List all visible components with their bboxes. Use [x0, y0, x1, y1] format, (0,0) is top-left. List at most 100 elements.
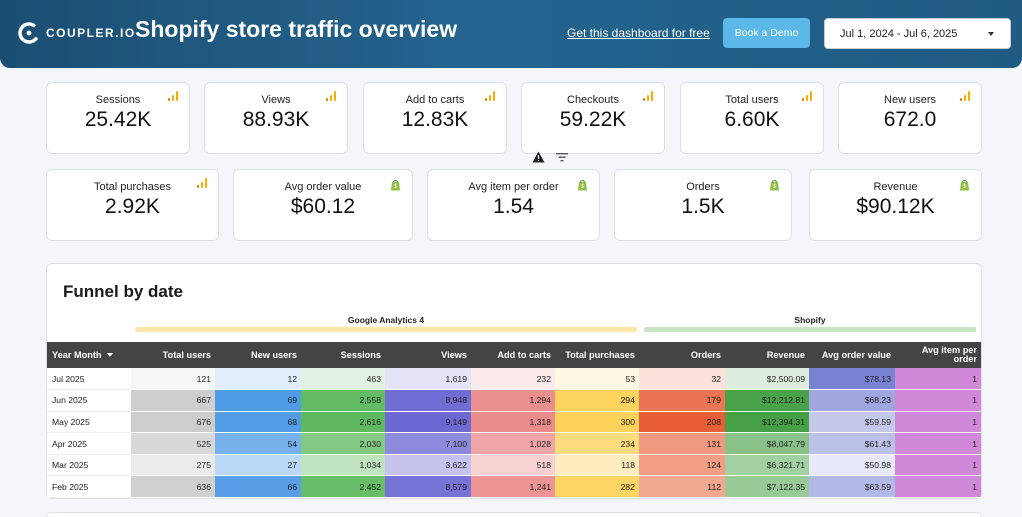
table-cell: 9,149: [385, 411, 471, 434]
column-header[interactable]: Views: [385, 342, 471, 368]
table-cell: 53: [555, 368, 639, 391]
kpi-label: Orders: [686, 181, 720, 193]
coupler-logo[interactable]: COUPLER.IO: [18, 20, 136, 46]
table-cell: 518: [471, 454, 555, 477]
table-cell: 2,616: [301, 411, 385, 434]
table-cell: 121: [131, 368, 215, 391]
column-header[interactable]: Sessions: [301, 342, 385, 368]
kpi-card-new-users: New users 672.0: [838, 82, 982, 154]
google-analytics-icon: [485, 91, 495, 101]
next-panel: [46, 512, 982, 517]
kpi-value: 2.92K: [105, 195, 160, 218]
table-row[interactable]: Feb 2025 636 66 2,452 8,579 1,241 282 112 $7,122…: [47, 475, 981, 499]
table-cell: Jul 2025: [47, 368, 131, 391]
table-row[interactable]: Jul 2025 121 12 463 1,619 232 53 32 $2,500.09 $78…: [47, 368, 981, 391]
table-cell: 2,452: [301, 475, 385, 499]
table-row[interactable]: Jun 2025 667 69 2,558 8,948 1,294 294 179 $12,21…: [47, 389, 981, 412]
group-label-shopify: Shopify: [794, 315, 826, 325]
table-cell: 54: [215, 432, 301, 455]
table-cell: $8,047.79: [725, 432, 809, 455]
table-row[interactable]: Mar 2025 275 27 1,034 3,622 518 118 124 $6,321.7…: [47, 454, 981, 477]
column-header-label: Total purchases: [565, 349, 635, 360]
table-cell: $50.98: [809, 454, 895, 477]
kpi-value: 1.5K: [681, 195, 725, 218]
column-header-label: New users: [251, 349, 297, 360]
column-header-label: Orders: [690, 349, 721, 360]
group-label-ga: Google Analytics 4: [347, 315, 425, 325]
filter-icon[interactable]: [556, 152, 568, 162]
table-cell: 69: [215, 389, 301, 412]
table-cell: 463: [301, 368, 385, 391]
source-badge: [960, 91, 970, 101]
table-cell: $2,500.09: [725, 368, 809, 391]
table-cell: $59.59: [809, 411, 895, 434]
table-cell: 2,558: [301, 389, 385, 412]
column-header-label: Year Month: [52, 349, 102, 360]
source-badge: [769, 178, 780, 196]
shopify-icon: [960, 179, 969, 191]
table-cell: 124: [639, 454, 725, 477]
column-header[interactable]: Add to carts: [471, 342, 555, 368]
caret-down-icon: [988, 32, 994, 36]
source-badge: [643, 91, 653, 101]
column-header[interactable]: New users: [215, 342, 301, 368]
table-cell: 66: [215, 475, 301, 499]
date-range-picker[interactable]: Jul 1, 2024 - Jul 6, 2025: [824, 18, 1011, 49]
table-cell: 27: [215, 454, 301, 477]
funnel-panel: Funnel by date Google Analytics 4 Shopif…: [46, 263, 982, 499]
kpi-value: 6.60K: [724, 108, 780, 131]
kpi-card-revenue: Revenue $90.12K: [809, 169, 982, 241]
table-header-row: Year Month Total users New users Sessions Vi…: [47, 342, 981, 368]
column-header[interactable]: Revenue: [725, 342, 809, 368]
table-cell: 1,034: [301, 454, 385, 477]
sort-desc-icon[interactable]: [106, 353, 113, 358]
column-header-label: Views: [441, 349, 467, 360]
source-badge: [802, 91, 812, 101]
kpi-card-checkouts: Checkouts 59.22K: [521, 82, 665, 154]
column-header[interactable]: Avg order value: [809, 342, 895, 368]
kpi-value: 12.83K: [401, 108, 469, 131]
kpi-card-orders: Orders 1.5K: [614, 169, 792, 241]
source-badge: [168, 91, 178, 101]
table-cell: 1,028: [471, 432, 555, 455]
table-cell: 1: [895, 475, 981, 499]
google-analytics-icon: [960, 91, 970, 101]
table-cell: 32: [639, 368, 725, 391]
table-cell: 68: [215, 411, 301, 434]
column-header[interactable]: Year Month: [47, 342, 131, 368]
table-cell: 1,241: [471, 475, 555, 499]
column-header-label: Avg order value: [821, 349, 891, 360]
shopify-icon: [391, 179, 400, 191]
table-cell: $61.43: [809, 432, 895, 455]
google-analytics-icon: [643, 91, 653, 101]
google-analytics-icon: [802, 91, 812, 101]
table-cell: 1: [895, 411, 981, 434]
kpi-label: Avg order value: [284, 181, 362, 193]
column-header-label: Sessions: [340, 349, 381, 360]
warning-icon[interactable]: [532, 151, 545, 163]
table-cell: 118: [555, 454, 639, 477]
kpi-value: 25.42K: [84, 108, 152, 131]
table-cell: $78.13: [809, 368, 895, 391]
table-cell: 234: [555, 432, 639, 455]
kpi-label: Sessions: [95, 94, 141, 106]
table-cell: 1: [895, 368, 981, 391]
funnel-table: Year Month Total users New users Sessions Vi…: [47, 342, 981, 499]
table-cell: 208: [639, 411, 725, 434]
table-cell: 2,030: [301, 432, 385, 455]
source-badge: [390, 178, 401, 196]
table-row[interactable]: Apr 2025 525 54 2,030 7,100 1,028 234 131 $8,047…: [47, 432, 981, 455]
book-demo-button[interactable]: Book a Demo: [723, 18, 810, 48]
column-header[interactable]: Avg item per order: [895, 342, 981, 368]
column-header[interactable]: Total users: [131, 342, 215, 368]
column-header-label: Add to carts: [497, 349, 551, 360]
google-analytics-icon: [168, 91, 178, 101]
table-cell: Mar 2025: [47, 454, 131, 477]
table-row[interactable]: May 2025 676 68 2,616 9,149 1,318 300 208 $12,39…: [47, 411, 981, 434]
kpi-card-add-to-carts: Add to carts 12.83K: [363, 82, 507, 154]
column-header[interactable]: Orders: [639, 342, 725, 368]
get-dashboard-link[interactable]: Get this dashboard for free: [567, 26, 710, 40]
source-badge: [326, 91, 336, 101]
column-header[interactable]: Total purchases: [555, 342, 639, 368]
table-cell: $7,122.35: [725, 475, 809, 499]
